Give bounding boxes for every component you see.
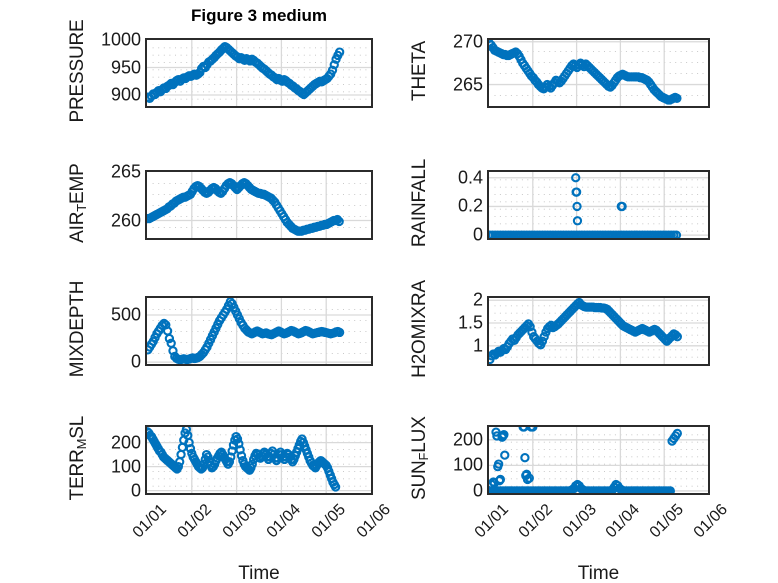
ylabel-subscript: M — [74, 438, 90, 450]
ylabel-terr_msl: TERRMSL — [67, 373, 89, 543]
ytick-label-terr_msl: 100 — [110, 456, 141, 477]
ytick-label-sun_flux: 200 — [452, 429, 483, 450]
plot-area-mixdepth[interactable] — [145, 296, 373, 366]
ylabel-tail: LUX — [408, 416, 430, 453]
plot-area-theta[interactable] — [487, 38, 710, 108]
plot-canvas-air_temp — [147, 172, 371, 238]
data-points-terr_msl — [147, 427, 341, 492]
data-points-sun_flux — [489, 427, 682, 493]
ytick-label-air_temp: 260 — [110, 210, 141, 231]
plot-canvas-pressure — [147, 40, 371, 106]
major-gridlines — [489, 172, 708, 238]
ytick-label-rainfall: 0 — [472, 224, 483, 245]
plot-canvas-h2omixra — [489, 298, 708, 364]
plot-canvas-rainfall — [489, 172, 708, 238]
ylabel-base: AIR — [66, 211, 88, 243]
ytick-label-theta: 270 — [452, 31, 483, 52]
xlabel: Time — [577, 563, 620, 583]
data-points-h2omixra — [489, 298, 682, 364]
ytick-label-mixdepth: 0 — [130, 351, 141, 372]
ytick-label-h2omixra: 1 — [472, 335, 483, 356]
ytick-label-rainfall: 0.2 — [457, 195, 483, 216]
data-points-pressure — [147, 41, 345, 103]
plot-canvas-terr_msl — [147, 427, 371, 493]
minor-gridlines — [494, 179, 704, 232]
ytick-label-pressure: 1000 — [100, 29, 141, 50]
plot-canvas-sun_flux — [489, 427, 708, 493]
ytick-label-terr_msl: 0 — [130, 480, 141, 501]
plot-canvas-theta — [489, 40, 708, 106]
ytick-label-air_temp: 265 — [110, 161, 141, 182]
figure-title: Figure 3 medium — [190, 6, 328, 25]
ytick-label-terr_msl: 200 — [110, 432, 141, 453]
ytick-label-sun_flux: 0 — [472, 480, 483, 501]
ytick-label-sun_flux: 100 — [452, 454, 483, 475]
ytick-label-h2omixra: 1.5 — [457, 312, 483, 333]
xlabel: Time — [238, 563, 280, 583]
ylabel-subscript: T — [74, 204, 90, 212]
ylabel-tail: EMP — [66, 163, 88, 204]
ytick-label-pressure: 900 — [110, 84, 141, 105]
plot-area-h2omixra[interactable] — [487, 296, 710, 366]
plot-area-terr_msl[interactable] — [145, 425, 373, 495]
ytick-label-h2omixra: 2 — [472, 289, 483, 310]
plot-area-rainfall[interactable] — [487, 170, 710, 240]
plot-area-air_temp[interactable] — [145, 170, 373, 240]
ylabel-subscript: F — [416, 452, 432, 461]
ylabel-sun_flux: SUNFLUX — [409, 373, 431, 543]
data-points-mixdepth — [147, 298, 345, 364]
plot-area-sun_flux[interactable] — [487, 425, 710, 495]
data-points-rainfall — [489, 173, 682, 238]
ylabel-base: SUN — [408, 460, 430, 500]
plot-canvas-mixdepth — [147, 298, 371, 364]
ytick-label-rainfall: 0.4 — [457, 167, 483, 188]
ytick-label-theta: 265 — [452, 74, 483, 95]
ylabel-tail: SL — [66, 415, 88, 439]
ytick-label-pressure: 950 — [110, 57, 141, 77]
data-points-air_temp — [147, 178, 344, 236]
ytick-label-mixdepth: 500 — [110, 304, 141, 325]
ylabel-base: TERR — [66, 449, 88, 501]
data-points-theta — [489, 40, 682, 105]
plot-area-pressure[interactable] — [145, 38, 373, 108]
